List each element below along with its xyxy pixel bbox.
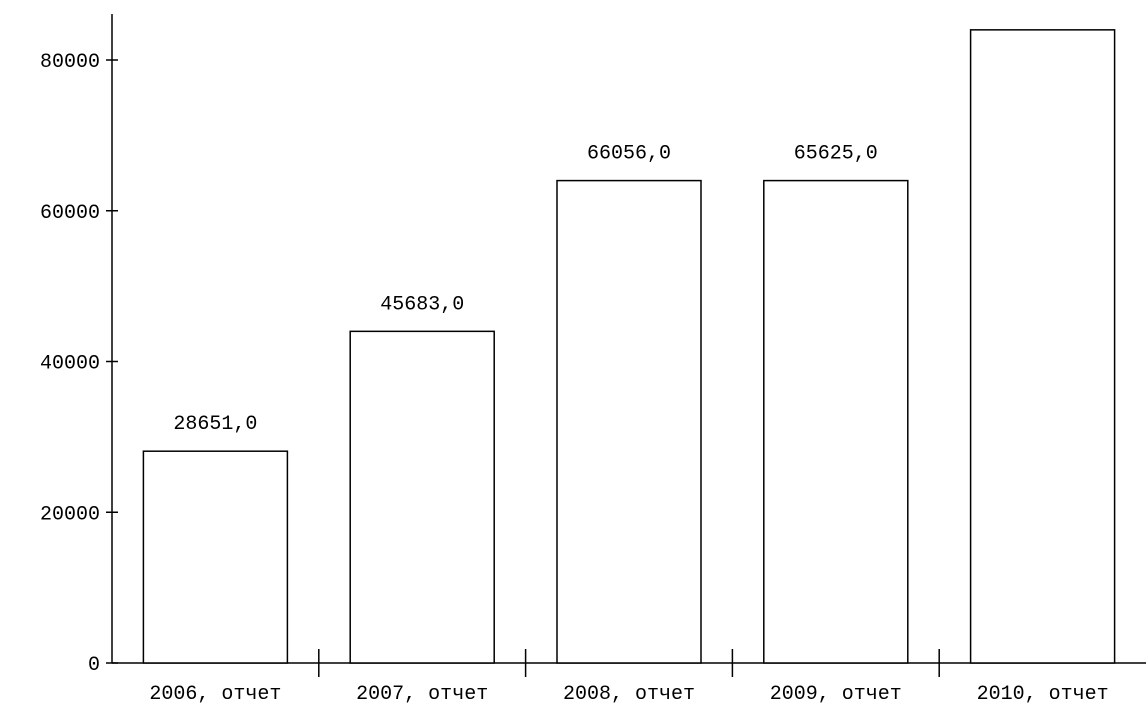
bar — [142, 450, 289, 664]
x-tick-label: 2009, отчет — [770, 683, 902, 706]
data-label: 45683,0 — [380, 293, 464, 316]
y-tick-label: 20000 — [40, 503, 100, 526]
x-tick-label: 2008, отчет — [563, 683, 695, 706]
y-tick-label: 40000 — [40, 353, 100, 376]
x-tick-label: 2007, отчет — [356, 683, 488, 706]
y-tick-label: 60000 — [40, 202, 100, 225]
x-tick-label: 2010, отчет — [977, 683, 1109, 706]
x-tick-label: 2006, отчет — [149, 683, 281, 706]
y-axis-ticks: 0 20000 40000 60000 80000 — [40, 51, 118, 677]
y-tick-label: 0 — [88, 654, 100, 677]
x-axis-ticks: 2006, отчет 2007, отчет 2008, отчет 2009, о… — [149, 649, 1109, 706]
bar — [763, 179, 909, 664]
data-label: 65625,0 — [794, 143, 878, 166]
bars — [142, 29, 1116, 664]
data-labels: 28651,0 45683,0 66056,0 65625,0 — [173, 143, 877, 437]
bar — [556, 179, 702, 664]
y-tick-label: 80000 — [40, 51, 100, 74]
bar — [969, 29, 1116, 664]
bar — [349, 330, 495, 664]
data-label: 66056,0 — [587, 143, 671, 166]
data-label: 28651,0 — [173, 413, 257, 436]
